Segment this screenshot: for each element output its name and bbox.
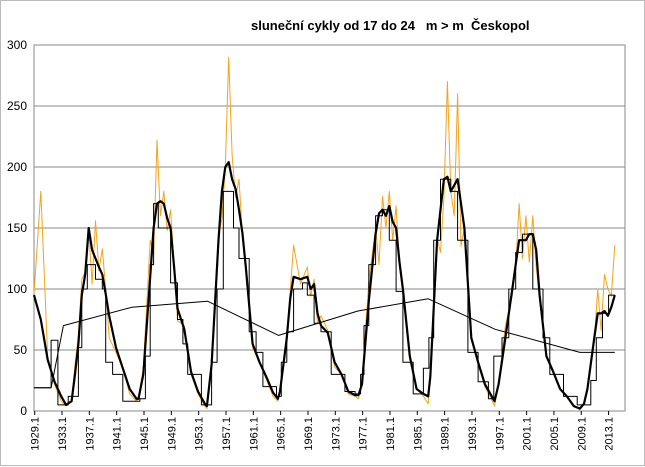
- series-line-4: [34, 298, 615, 389]
- grid-layer: [33, 44, 626, 412]
- x-tick-label: 1929.1: [30, 417, 42, 451]
- y-tick-label: 100: [7, 282, 27, 296]
- x-tick-label: 1985.1: [412, 417, 424, 451]
- series-line-2: [32, 161, 616, 410]
- y-tick-label: 200: [7, 160, 27, 174]
- chart-title: sluneční cykly od 17 do 24 m > m Českopo…: [251, 18, 530, 33]
- series-line-1: [33, 56, 616, 411]
- y-tick-label: 50: [14, 343, 28, 357]
- y-tick-label: 250: [7, 99, 27, 113]
- y-tick-label: 150: [7, 221, 27, 235]
- plot-frame: [33, 44, 626, 412]
- axis-layer: 0 50 100 150 200 250 300 1929.1 1933.1 1937.1 1941…: [7, 38, 616, 451]
- x-tick-label: 1957.1: [221, 417, 233, 451]
- x-tick-label: 1933.1: [57, 417, 69, 451]
- x-tick-label: 2013.1: [604, 417, 616, 451]
- x-tick-label: 2005.1: [549, 417, 561, 451]
- x-tick-label: 1969.1: [303, 417, 315, 451]
- x-tick-label: 1937.1: [84, 417, 96, 451]
- x-tick-label: 1965.1: [276, 417, 288, 451]
- x-tick-label: 2009.1: [576, 417, 588, 451]
- x-tick-label: 1973.1: [330, 417, 342, 451]
- x-tick-label: 1989.1: [440, 417, 452, 451]
- x-tick-label: 1961.1: [248, 417, 260, 451]
- x-tick-label: 1941.1: [112, 417, 124, 451]
- y-tick-label: 0: [20, 404, 27, 418]
- series-layer: [32, 56, 616, 411]
- series-line-3: [34, 178, 615, 406]
- x-tick-label: 2001.1: [522, 417, 534, 451]
- x-tick-label: 1977.1: [358, 417, 370, 451]
- x-tick-label: 1949.1: [166, 417, 178, 451]
- x-tick-label: 1953.1: [194, 417, 206, 451]
- x-tick-label: 1993.1: [467, 417, 479, 451]
- x-tick-label: 1981.1: [385, 417, 397, 451]
- x-tick-label: 1997.1: [494, 417, 506, 451]
- y-tick-label: 300: [7, 38, 27, 52]
- x-tick-label: 1945.1: [139, 417, 151, 451]
